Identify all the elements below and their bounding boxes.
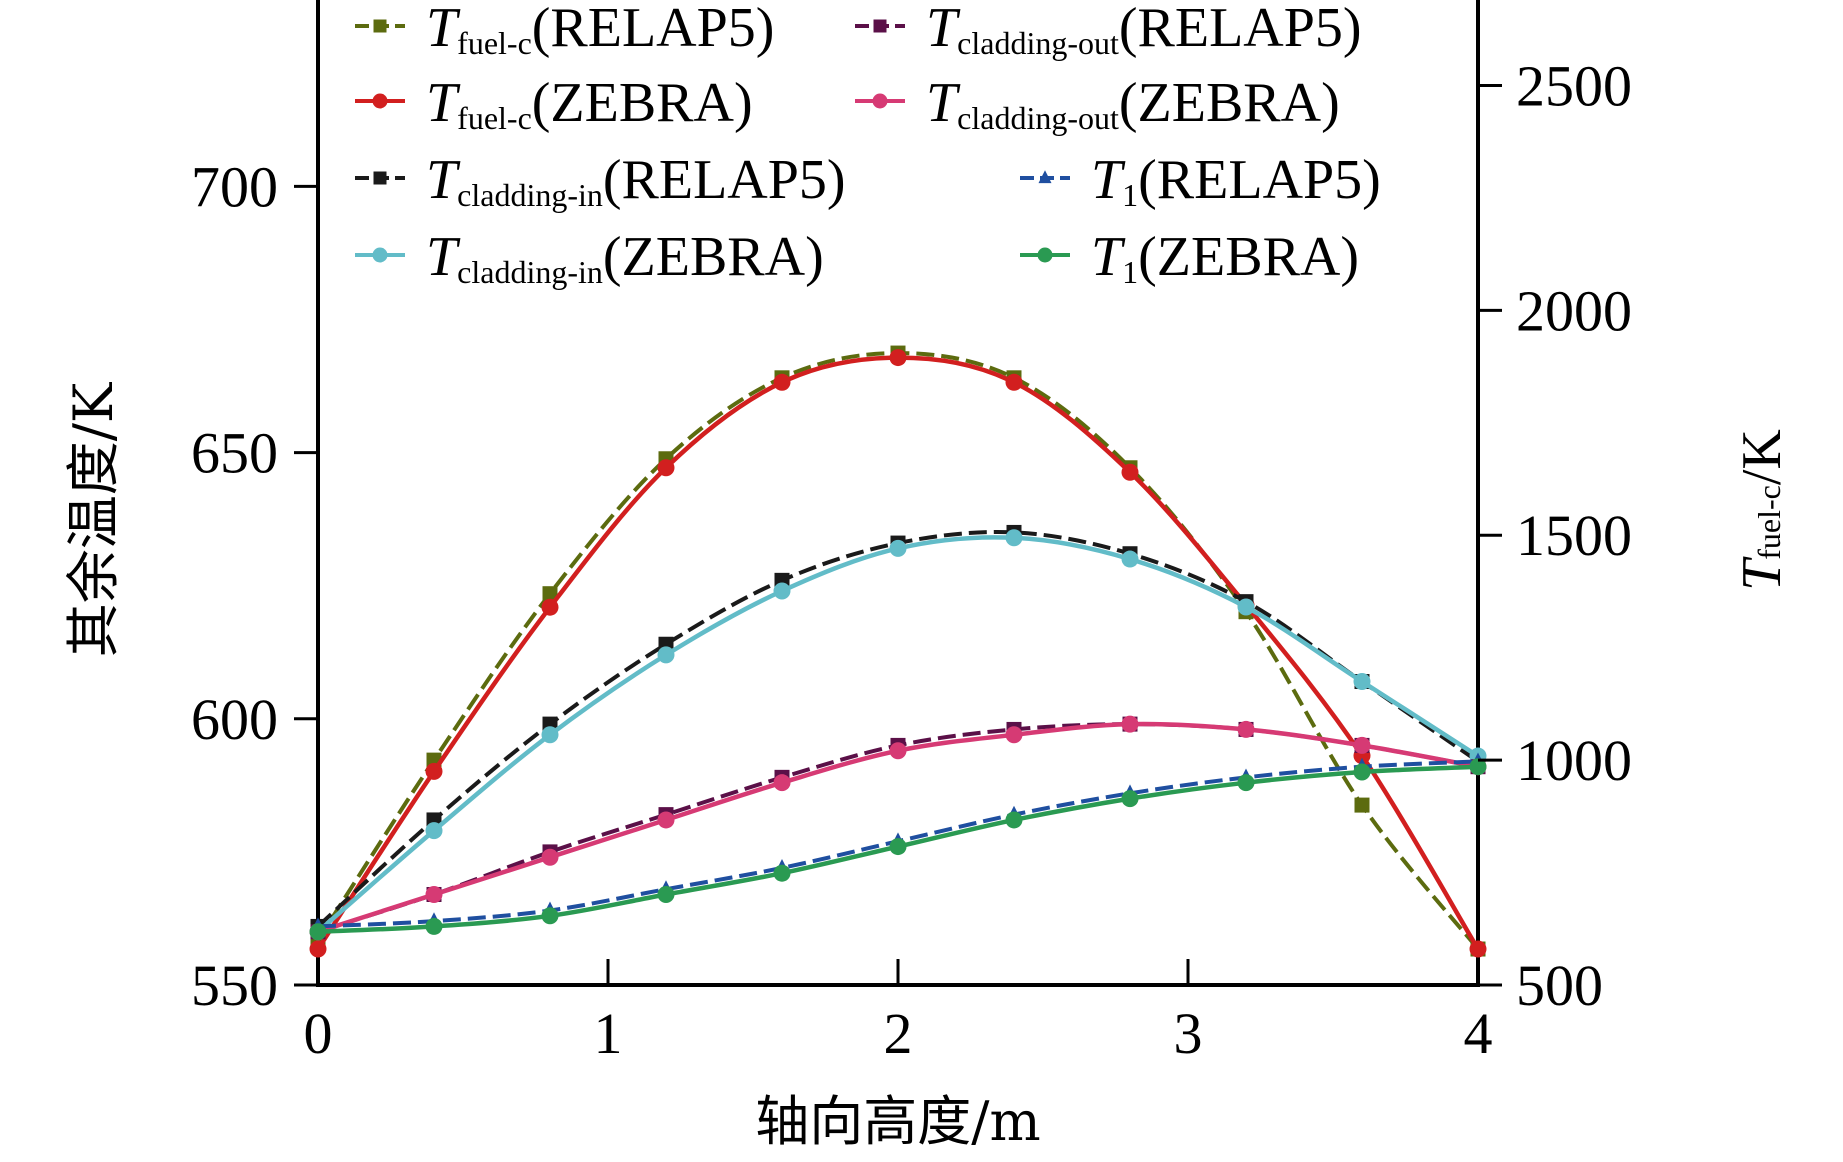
legend-entry: Tfuel-c(ZEBRA) <box>355 72 753 136</box>
data-point <box>425 822 443 840</box>
data-point <box>309 940 327 958</box>
data-point <box>1005 726 1023 744</box>
series-layer <box>309 345 1487 958</box>
legend: Tfuel-c(RELAP5) Tfuel-c(ZEBRA) Tcladding-i… <box>355 0 1381 290</box>
legend-label: Tcladding-out(RELAP5) <box>926 0 1362 61</box>
y-right-tick-label: 2500 <box>1516 53 1632 118</box>
ticks-layer: 0 1 2 3 4 550 600 650 700 500 1000 1500 2000 2500 <box>191 53 1632 1066</box>
legend-label: Tcladding-in(ZEBRA) <box>426 226 824 290</box>
x-tick-label: 1 <box>594 1001 623 1066</box>
data-point <box>1121 463 1139 481</box>
data-point <box>541 848 559 866</box>
series-5 <box>309 715 1487 941</box>
data-point <box>773 774 791 792</box>
data-point <box>541 598 559 616</box>
data-point <box>309 923 327 941</box>
y-right-tick-label: 500 <box>1516 953 1603 1018</box>
y-left-tick-label: 700 <box>191 154 278 219</box>
data-point <box>1121 550 1139 568</box>
data-point <box>1353 673 1371 691</box>
y-left-tick-label: 550 <box>191 953 278 1018</box>
data-point <box>773 373 791 391</box>
series-line <box>316 535 1480 934</box>
series-line <box>316 355 1480 951</box>
legend-swatch-marker <box>872 93 888 109</box>
legend-label: Tfuel-c(RELAP5) <box>426 0 774 61</box>
data-point <box>773 582 791 600</box>
legend-swatch-marker <box>372 247 388 263</box>
legend-entry: T1(RELAP5) <box>1020 149 1381 213</box>
data-point <box>1005 373 1023 391</box>
data-point <box>425 762 443 780</box>
legend-entry: T1(ZEBRA) <box>1020 226 1359 290</box>
legend-swatch-marker <box>373 171 387 185</box>
data-point <box>889 349 907 367</box>
y-axis-label-right: Tfuel-c/K <box>1731 429 1793 591</box>
y-axis-label-right-unit: /K <box>1731 429 1793 485</box>
y-right-tick-label: 1500 <box>1516 503 1632 568</box>
series-0 <box>310 345 1486 957</box>
legend-entry: Tcladding-in(RELAP5) <box>355 149 846 213</box>
y-right-tick-label: 2000 <box>1516 278 1632 343</box>
data-point <box>1237 598 1255 616</box>
legend-swatch-marker <box>373 19 387 33</box>
data-point <box>1469 758 1487 776</box>
data-point <box>1237 720 1255 738</box>
y-axis-label-right-sub: fuel-c <box>1751 485 1787 560</box>
y-right-tick-label: 1000 <box>1516 728 1632 793</box>
series-1 <box>309 349 1487 958</box>
legend-entry: Tcladding-out(RELAP5) <box>855 0 1362 61</box>
data-point <box>657 646 675 664</box>
legend-label: T1(ZEBRA) <box>1091 226 1359 290</box>
data-point <box>541 726 559 744</box>
data-point <box>657 885 675 903</box>
legend-swatch-marker <box>873 19 887 33</box>
data-point <box>889 742 907 760</box>
x-tick-label: 4 <box>1464 1001 1493 1066</box>
data-point <box>1469 940 1487 958</box>
data-point <box>542 586 558 602</box>
data-point <box>1005 529 1023 547</box>
data-point <box>1353 763 1371 781</box>
series-line <box>317 721 1479 934</box>
x-tick-label: 3 <box>1174 1001 1203 1066</box>
legend-swatch-marker <box>1037 247 1053 263</box>
series-line <box>316 351 1480 951</box>
legend-label: Tcladding-out(ZEBRA) <box>926 72 1340 136</box>
data-point <box>1005 811 1023 829</box>
legend-entry: Tcladding-out(ZEBRA) <box>855 72 1340 136</box>
series-2 <box>310 524 1486 934</box>
legend-swatch-marker <box>1038 170 1052 184</box>
data-point <box>1353 736 1371 754</box>
y-left-tick-label: 600 <box>191 687 278 752</box>
data-point <box>425 917 443 935</box>
series-line <box>316 530 1480 928</box>
x-tick-label: 2 <box>884 1001 913 1066</box>
legend-label: Tfuel-c(ZEBRA) <box>426 72 753 136</box>
data-point <box>1121 790 1139 808</box>
data-point <box>1121 715 1139 733</box>
data-point <box>1354 797 1370 813</box>
legend-label: T1(RELAP5) <box>1091 149 1381 213</box>
data-point <box>425 885 443 903</box>
x-tick-label: 0 <box>304 1001 333 1066</box>
data-point <box>889 838 907 856</box>
data-point <box>657 811 675 829</box>
y-left-tick-label: 650 <box>191 421 278 486</box>
legend-entry: Tfuel-c(RELAP5) <box>355 0 774 61</box>
data-point <box>541 907 559 925</box>
data-point <box>773 864 791 882</box>
y-axis-label-left: 其余温度/K <box>62 381 125 657</box>
data-point <box>1237 774 1255 792</box>
legend-label: Tcladding-in(RELAP5) <box>426 149 846 213</box>
legend-swatch-marker <box>372 93 388 109</box>
legend-entry: Tcladding-in(ZEBRA) <box>355 226 824 290</box>
series-7 <box>309 758 1487 941</box>
y-axis-label-right-main: T <box>1731 556 1793 591</box>
x-axis-label: 轴向高度/m <box>755 1090 1040 1153</box>
data-point <box>889 539 907 557</box>
data-point <box>657 459 675 477</box>
